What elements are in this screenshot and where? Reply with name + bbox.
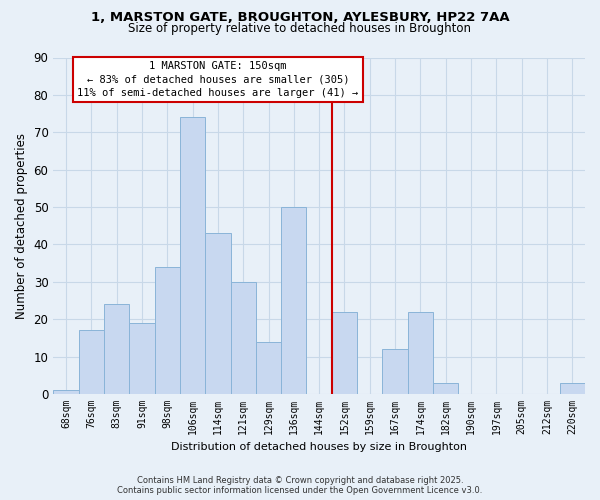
Bar xyxy=(155,267,180,394)
X-axis label: Distribution of detached houses by size in Broughton: Distribution of detached houses by size … xyxy=(171,442,467,452)
Text: 1, MARSTON GATE, BROUGHTON, AYLESBURY, HP22 7AA: 1, MARSTON GATE, BROUGHTON, AYLESBURY, H… xyxy=(91,11,509,24)
Bar xyxy=(205,234,230,394)
Bar xyxy=(332,312,357,394)
Bar xyxy=(230,282,256,394)
Text: 1 MARSTON GATE: 150sqm
← 83% of detached houses are smaller (305)
11% of semi-de: 1 MARSTON GATE: 150sqm ← 83% of detached… xyxy=(77,61,358,98)
Bar xyxy=(180,118,205,394)
Y-axis label: Number of detached properties: Number of detached properties xyxy=(15,133,28,319)
Bar xyxy=(79,330,104,394)
Bar xyxy=(53,390,79,394)
Text: Size of property relative to detached houses in Broughton: Size of property relative to detached ho… xyxy=(128,22,472,35)
Bar xyxy=(382,349,408,394)
Bar xyxy=(281,207,307,394)
Bar xyxy=(408,312,433,394)
Bar xyxy=(433,383,458,394)
Bar xyxy=(256,342,281,394)
Text: Contains HM Land Registry data © Crown copyright and database right 2025.
Contai: Contains HM Land Registry data © Crown c… xyxy=(118,476,482,495)
Bar xyxy=(104,304,129,394)
Bar xyxy=(129,323,155,394)
Bar xyxy=(560,383,585,394)
